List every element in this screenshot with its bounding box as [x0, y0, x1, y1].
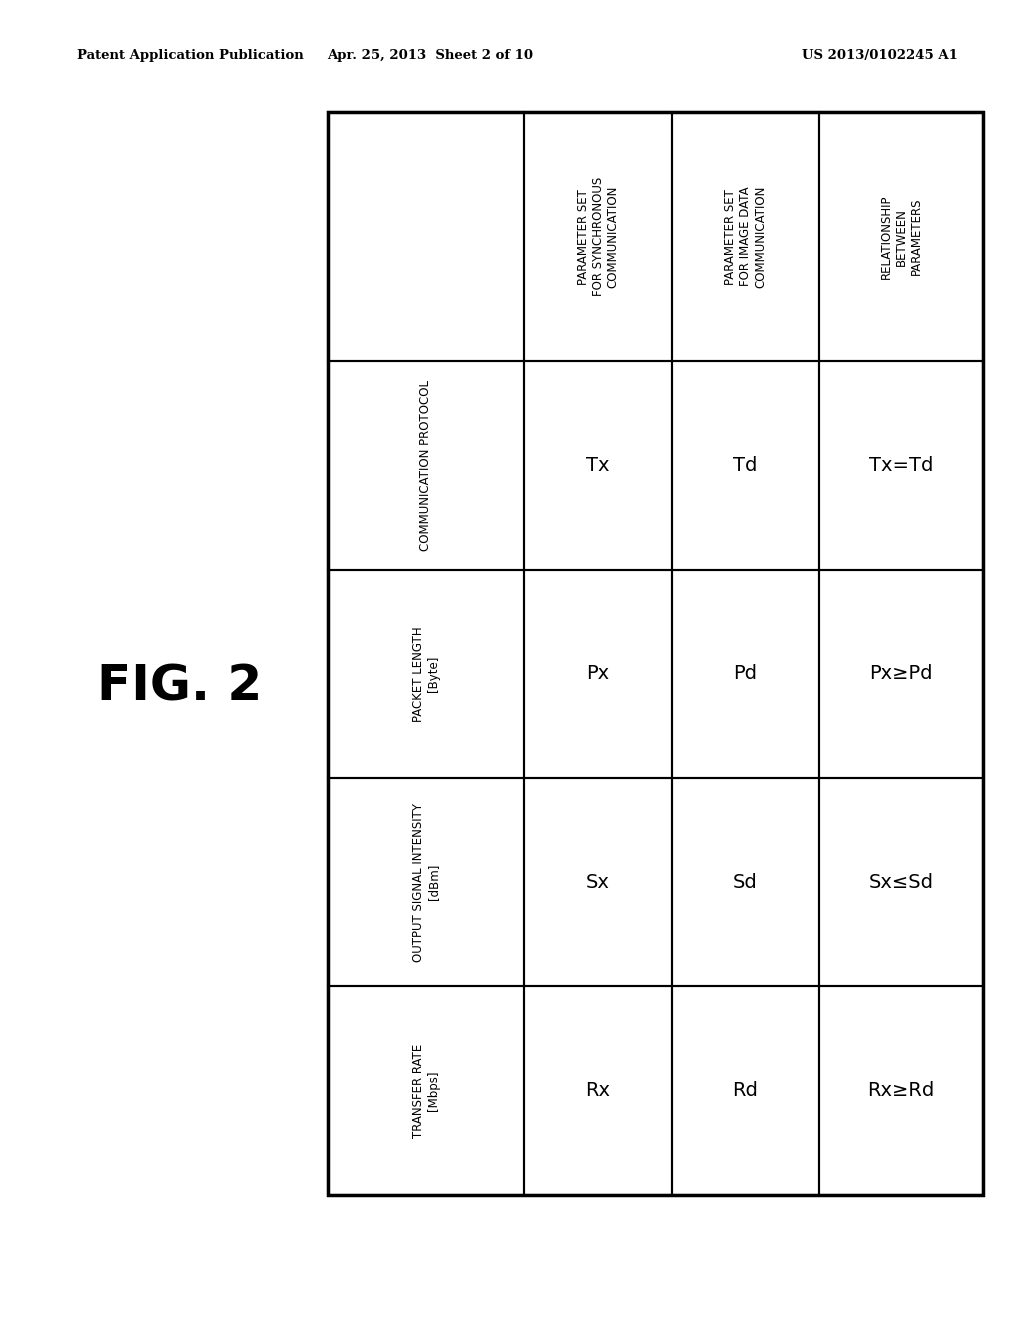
Text: Px≥Pd: Px≥Pd — [869, 664, 933, 684]
Bar — [672, 777, 819, 986]
Bar — [672, 112, 819, 362]
Bar — [328, 362, 524, 569]
Text: Tx: Tx — [587, 455, 609, 475]
Bar — [328, 112, 524, 362]
Text: Pd: Pd — [733, 664, 758, 684]
Bar — [672, 569, 819, 777]
Bar — [819, 569, 983, 777]
Bar — [672, 362, 819, 569]
Text: PARAMETER SET
FOR IMAGE DATA
COMMUNICATION: PARAMETER SET FOR IMAGE DATA COMMUNICATI… — [724, 186, 767, 288]
Bar — [819, 777, 983, 986]
Text: RELATIONSHIP
BETWEEN
PARAMETERS: RELATIONSHIP BETWEEN PARAMETERS — [880, 194, 923, 279]
Bar — [819, 112, 983, 362]
Bar — [819, 986, 983, 1195]
Text: Sx≤Sd: Sx≤Sd — [868, 873, 934, 891]
Text: Patent Application Publication: Patent Application Publication — [77, 49, 303, 62]
Bar — [328, 986, 524, 1195]
Bar — [328, 569, 524, 777]
Text: PACKET LENGTH
[Byte]: PACKET LENGTH [Byte] — [412, 626, 440, 722]
Text: Sd: Sd — [733, 873, 758, 891]
Bar — [524, 986, 672, 1195]
Text: Px: Px — [587, 664, 609, 684]
Text: Sx: Sx — [586, 873, 610, 891]
Text: Rd: Rd — [732, 1081, 759, 1100]
Bar — [524, 777, 672, 986]
Bar — [524, 362, 672, 569]
Text: Tx=Td: Tx=Td — [869, 455, 933, 475]
Bar — [524, 112, 672, 362]
Text: PARAMETER SET
FOR SYNCHRONOUS
COMMUNICATION: PARAMETER SET FOR SYNCHRONOUS COMMUNICAT… — [577, 177, 620, 296]
Text: COMMUNICATION PROTOCOL: COMMUNICATION PROTOCOL — [420, 380, 432, 550]
Text: Rx≥Rd: Rx≥Rd — [867, 1081, 935, 1100]
Bar — [524, 569, 672, 777]
Text: FIG. 2: FIG. 2 — [96, 663, 262, 710]
Text: Apr. 25, 2013  Sheet 2 of 10: Apr. 25, 2013 Sheet 2 of 10 — [327, 49, 534, 62]
Text: TRANSFER RATE
[Mbps]: TRANSFER RATE [Mbps] — [412, 1043, 440, 1138]
Bar — [328, 777, 524, 986]
Bar — [328, 112, 983, 1195]
Bar — [819, 362, 983, 569]
Text: OUTPUT SIGNAL INTENSITY
[dBm]: OUTPUT SIGNAL INTENSITY [dBm] — [412, 803, 440, 961]
Text: Td: Td — [733, 455, 758, 475]
Text: US 2013/0102245 A1: US 2013/0102245 A1 — [802, 49, 957, 62]
Text: Rx: Rx — [586, 1081, 610, 1100]
Bar — [672, 986, 819, 1195]
